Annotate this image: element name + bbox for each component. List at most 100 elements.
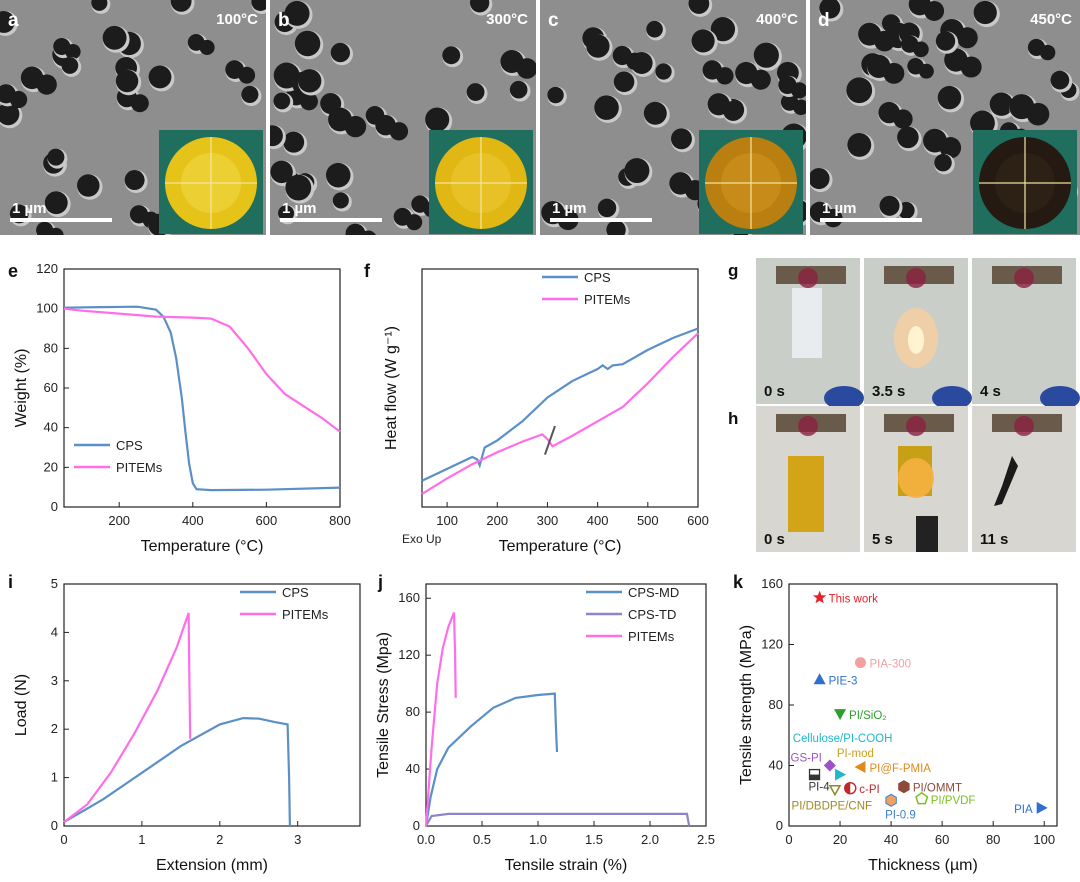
pore [516, 58, 536, 79]
chart-e: e 200 400 600 800 0 20 40 60 80 100 120 Temperature … [8, 261, 351, 555]
pore [791, 82, 806, 99]
pore [77, 174, 100, 197]
pore [115, 69, 139, 93]
y-tick-label: 1 [51, 770, 58, 785]
y-tick-label: 120 [36, 261, 58, 276]
x-tick-label: 0.0 [417, 832, 435, 847]
sem-image: d 450°C 1 µm [810, 0, 1080, 235]
pore [594, 95, 619, 120]
x-tick-label: 1 [138, 832, 145, 847]
scatter-point [885, 793, 897, 807]
plot-frame [421, 268, 699, 508]
series-line-cps-td [425, 812, 691, 827]
series-line-cps [421, 327, 699, 482]
legend-label: PITEMs [584, 292, 631, 307]
legend-label: PITEMs [628, 629, 675, 644]
x-axis-label: Extension (mm) [156, 857, 268, 874]
pore [934, 153, 952, 172]
pore [48, 227, 64, 235]
y-tick-label: 120 [398, 647, 420, 662]
pore [294, 30, 321, 57]
pore [0, 10, 15, 33]
sem-panel-d: d 450°C 1 µm [810, 0, 1080, 235]
marker-star [813, 590, 827, 604]
legend-label: PITEMs [116, 460, 163, 475]
pore [883, 62, 905, 84]
marker-circle-fill [844, 782, 851, 794]
pore [270, 160, 293, 184]
sem-panel-a: a 100°C 1 µm [0, 0, 266, 235]
clip [1014, 268, 1034, 288]
y-axis-label: Tensile strength (MPa) [738, 625, 755, 785]
x-tick-label: 500 [637, 513, 659, 528]
clip [906, 416, 926, 436]
y-axis-label: Heat flow (W g⁻¹) [383, 326, 400, 450]
series-line-pitems [63, 307, 341, 433]
pore [130, 94, 149, 113]
series-line-cps-md [424, 692, 559, 827]
pore [643, 101, 667, 125]
pore [1050, 70, 1070, 90]
time-label: 5 s [872, 531, 893, 548]
pore [586, 34, 610, 58]
x-tick-label: 600 [256, 513, 278, 528]
sem-panel-c: c 400°C 1 µm [540, 0, 806, 235]
sem-panel-b: b 300°C 1 µm [270, 0, 536, 235]
burnt-residue [994, 456, 1018, 506]
pore [332, 192, 349, 209]
scale-bar-label: 1 µm [282, 200, 317, 217]
pore [624, 158, 650, 184]
x-axis-label: Tensile strain (%) [505, 857, 628, 874]
pore [284, 0, 310, 26]
point-label: PI-0.9 [885, 809, 916, 821]
time-label: 3.5 s [872, 383, 905, 400]
legend-label: CPS [116, 438, 143, 453]
separator-strip [788, 456, 824, 532]
x-tick-label: 1.0 [529, 832, 547, 847]
series-line-pitems [421, 332, 699, 495]
pore [44, 191, 68, 215]
x-tick-label: 0 [785, 832, 792, 847]
panel-letter: i [8, 572, 13, 592]
y-tick-label: 100 [36, 301, 58, 316]
panel-letter: e [8, 261, 18, 281]
time-label: 11 s [980, 531, 1008, 548]
temperature-label: 100°C [216, 11, 258, 28]
y-tick-label: 80 [769, 697, 783, 712]
legend-label: CPS [282, 585, 309, 600]
x-tick-label: 20 [833, 832, 847, 847]
temperature-label: 300°C [486, 11, 528, 28]
scatter-point [854, 761, 866, 774]
x-tick-label: 3 [294, 832, 301, 847]
pore [819, 0, 841, 19]
point-label: PIE-3 [829, 675, 858, 687]
panel-letter: f [364, 261, 371, 281]
pore [547, 86, 564, 104]
marker-hexagon [885, 793, 897, 807]
panel-letter: c [548, 10, 559, 31]
pore [325, 162, 351, 188]
pore [61, 57, 79, 74]
point-label: PI-4 [809, 782, 831, 794]
scatter-point [835, 768, 847, 781]
pore [750, 69, 771, 90]
photo-panel-h: 0 s 5 s 11 s h [726, 406, 1080, 556]
pore [389, 122, 409, 141]
pore [170, 0, 192, 12]
panel-letter: j [377, 572, 383, 592]
chart-i: i 0 1 2 3 0 1 2 3 4 5 Extension (mm) Load (N) CPS PITE… [8, 572, 361, 874]
legend-label: CPS-TD [628, 607, 676, 622]
marker-triangle [834, 709, 847, 721]
point-label: PI/SiO₂ [849, 710, 887, 722]
x-tick-label: 1.5 [585, 832, 603, 847]
pore [960, 56, 982, 78]
pore [298, 69, 322, 93]
pore [970, 110, 995, 136]
scale-bar [550, 218, 652, 222]
pore [47, 148, 65, 166]
pore [913, 41, 929, 58]
photo-panel-g: 0 s 3.5 s 4 s g [726, 258, 1080, 408]
clip [1014, 416, 1034, 436]
y-tick-label: 160 [761, 576, 783, 591]
pore [425, 107, 450, 132]
